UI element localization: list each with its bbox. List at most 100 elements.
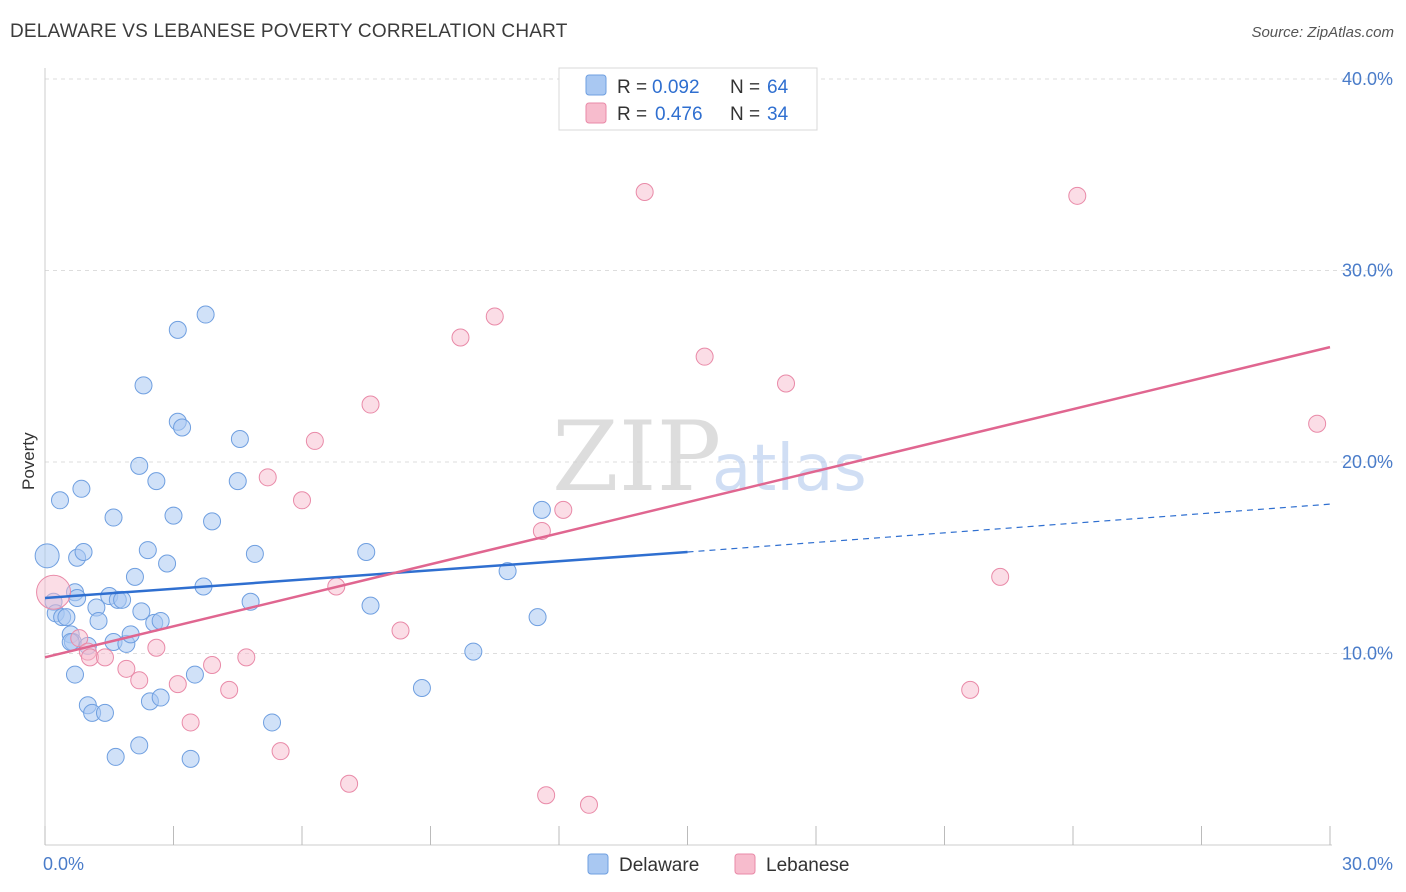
delaware-point bbox=[498, 562, 517, 581]
lebanese-point bbox=[147, 638, 166, 657]
delaware-point bbox=[138, 541, 157, 560]
delaware-point bbox=[104, 508, 123, 527]
delaware-point bbox=[203, 512, 222, 531]
lebanese-point bbox=[70, 629, 89, 648]
lebanese-point bbox=[695, 347, 714, 366]
delaware-point bbox=[412, 678, 431, 697]
lebanese-point bbox=[130, 671, 149, 690]
delaware-trendline-extension bbox=[687, 503, 1331, 553]
source-note: Source: ZipAtlas.com bbox=[1251, 24, 1394, 41]
delaware-point bbox=[164, 506, 183, 525]
legend-r-label-2: R = bbox=[617, 104, 647, 125]
legend-n-label-1: N = bbox=[730, 77, 760, 98]
lebanese-point bbox=[1068, 186, 1087, 205]
lebanese-point bbox=[181, 713, 200, 732]
delaware-point bbox=[357, 543, 376, 562]
legend-r-value-1: 0.092 bbox=[652, 77, 700, 98]
legend-n-label-2: N = bbox=[730, 104, 760, 125]
lebanese-point bbox=[361, 395, 380, 414]
lebanese-point bbox=[237, 648, 256, 667]
watermark-atlas: atlas bbox=[712, 432, 867, 506]
delaware-point bbox=[173, 418, 192, 437]
lebanese-point bbox=[168, 675, 187, 694]
grid-lines bbox=[45, 78, 1392, 654]
delaware-point bbox=[134, 376, 153, 395]
lebanese-point bbox=[537, 786, 556, 805]
delaware-point bbox=[72, 479, 91, 498]
chart-title: DELAWARE VS LEBANESE POVERTY CORRELATION… bbox=[10, 21, 568, 42]
lebanese-point bbox=[391, 621, 410, 640]
delaware-point bbox=[151, 688, 170, 707]
y-tick-labels: 10.0% 20.0% 30.0% 40.0% bbox=[1342, 69, 1393, 664]
legend-n-value-2: 34 bbox=[767, 104, 789, 125]
legend-box: R = 0.092 N = 64 R = 0.476 N = 34 bbox=[558, 67, 818, 131]
delaware-point bbox=[125, 567, 144, 586]
lebanese-trendline bbox=[44, 345, 1331, 659]
x-tick-labels: 0.0% 30.0% bbox=[43, 854, 1393, 874]
delaware-point bbox=[230, 430, 249, 449]
delaware-point bbox=[196, 305, 215, 324]
delaware-point bbox=[106, 747, 125, 766]
delaware-point bbox=[34, 543, 60, 569]
trendlines bbox=[44, 345, 1331, 659]
legend-swatch-lebanese bbox=[585, 102, 607, 124]
lebanese-point bbox=[485, 307, 504, 326]
lebanese-point bbox=[991, 567, 1010, 586]
delaware-point bbox=[74, 543, 93, 562]
bottom-legend: Delaware Lebanese bbox=[587, 853, 849, 876]
delaware-point bbox=[68, 588, 87, 607]
watermark: ZIP atlas bbox=[552, 401, 867, 513]
delaware-point bbox=[464, 642, 483, 661]
lebanese-point bbox=[117, 659, 136, 678]
delaware-point bbox=[158, 554, 177, 573]
lebanese-point bbox=[1308, 414, 1327, 433]
lebanese-point bbox=[203, 655, 222, 674]
bottom-legend-delaware: Delaware bbox=[619, 855, 699, 876]
lebanese-points bbox=[36, 182, 1327, 814]
delaware-point bbox=[532, 500, 551, 519]
x-tick-label: 30.0% bbox=[1342, 854, 1393, 874]
legend-n-value-1: 64 bbox=[767, 77, 789, 98]
delaware-point bbox=[65, 665, 84, 684]
lebanese-point bbox=[451, 328, 470, 347]
y-axis-label: Poverty bbox=[19, 432, 38, 490]
legend-swatch-delaware bbox=[585, 74, 607, 96]
axes bbox=[44, 68, 1332, 846]
lebanese-point bbox=[80, 648, 99, 667]
delaware-point bbox=[228, 472, 247, 491]
delaware-point bbox=[361, 596, 380, 615]
lebanese-point bbox=[961, 680, 980, 699]
lebanese-point bbox=[220, 680, 239, 699]
lebanese-point bbox=[95, 648, 114, 667]
delaware-point bbox=[130, 736, 149, 755]
delaware-point bbox=[185, 665, 204, 684]
lebanese-point bbox=[258, 468, 277, 487]
y-tick-label: 30.0% bbox=[1342, 261, 1393, 281]
delaware-points bbox=[34, 305, 551, 768]
delaware-point bbox=[168, 320, 187, 339]
delaware-point bbox=[263, 713, 282, 732]
delaware-point bbox=[95, 703, 114, 722]
delaware-point bbox=[528, 608, 547, 627]
delaware-point bbox=[132, 602, 151, 621]
y-tick-label: 10.0% bbox=[1342, 644, 1393, 664]
bottom-legend-swatch-delaware bbox=[587, 853, 609, 875]
delaware-point bbox=[50, 491, 69, 510]
bottom-legend-lebanese: Lebanese bbox=[766, 855, 849, 876]
lebanese-point bbox=[554, 500, 573, 519]
delaware-point bbox=[57, 608, 76, 627]
x-tick-label: 0.0% bbox=[43, 854, 84, 874]
delaware-point bbox=[89, 611, 108, 630]
lebanese-point bbox=[271, 742, 290, 761]
lebanese-point bbox=[635, 182, 654, 201]
lebanese-point bbox=[579, 795, 598, 814]
lebanese-point bbox=[36, 574, 72, 610]
bottom-legend-swatch-lebanese bbox=[734, 853, 756, 875]
delaware-point bbox=[147, 472, 166, 491]
delaware-point bbox=[181, 749, 200, 768]
lebanese-point bbox=[777, 374, 796, 393]
legend-r-value-2: 0.476 bbox=[655, 104, 703, 125]
watermark-zip: ZIP bbox=[552, 401, 721, 513]
delaware-point bbox=[245, 544, 264, 563]
